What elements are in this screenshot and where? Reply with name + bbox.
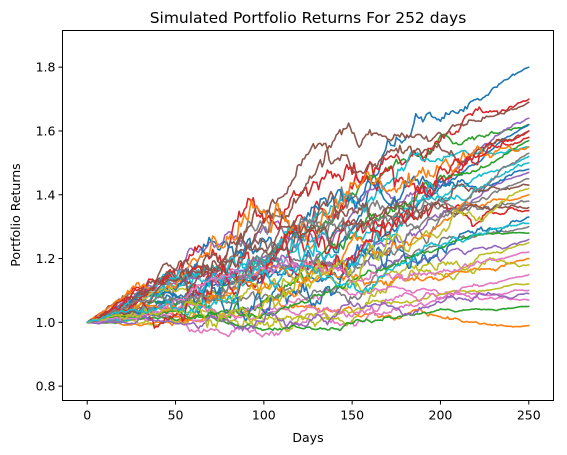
series-line-10 bbox=[86, 146, 530, 324]
x-tick-label: 250 bbox=[517, 408, 541, 423]
series-line-1 bbox=[86, 66, 530, 324]
y-tick-label: 1.4 bbox=[36, 187, 56, 202]
series-line-32 bbox=[86, 193, 530, 324]
series-line-39 bbox=[86, 187, 530, 329]
series-line-31 bbox=[86, 216, 530, 324]
series-group bbox=[86, 66, 530, 338]
series-line-36 bbox=[86, 202, 530, 324]
y-tick-label: 1.2 bbox=[36, 251, 56, 266]
x-axis: 0 50 100 150 200 250 bbox=[83, 400, 541, 423]
series-line-29 bbox=[86, 256, 530, 324]
y-tick-label: 1.0 bbox=[36, 315, 56, 330]
series-line-40 bbox=[86, 221, 530, 324]
chart-title: Simulated Portfolio Returns For 252 days bbox=[150, 9, 467, 27]
y-axis-label: Portfolio Returns bbox=[8, 163, 23, 266]
series-line-35 bbox=[86, 291, 530, 332]
y-tick-label: 0.8 bbox=[36, 379, 56, 394]
x-tick-label: 150 bbox=[340, 408, 364, 423]
x-tick-label: 50 bbox=[168, 408, 184, 423]
x-tick-label: 200 bbox=[429, 408, 453, 423]
x-tick-label: 100 bbox=[252, 408, 276, 423]
y-tick-label: 1.6 bbox=[36, 123, 56, 138]
series-line-24 bbox=[86, 199, 530, 324]
y-axis: 0.8 1.0 1.2 1.4 1.6 1.8 bbox=[36, 60, 63, 394]
series-line-38 bbox=[86, 152, 530, 324]
x-tick-label: 0 bbox=[83, 408, 91, 423]
series-line-16 bbox=[86, 130, 530, 324]
series-line-34 bbox=[86, 130, 530, 329]
series-line-30 bbox=[86, 162, 530, 324]
series-line-37 bbox=[86, 251, 530, 324]
x-axis-label: Days bbox=[292, 430, 323, 445]
plot-frame bbox=[62, 30, 554, 401]
y-tick-label: 1.8 bbox=[36, 60, 56, 75]
